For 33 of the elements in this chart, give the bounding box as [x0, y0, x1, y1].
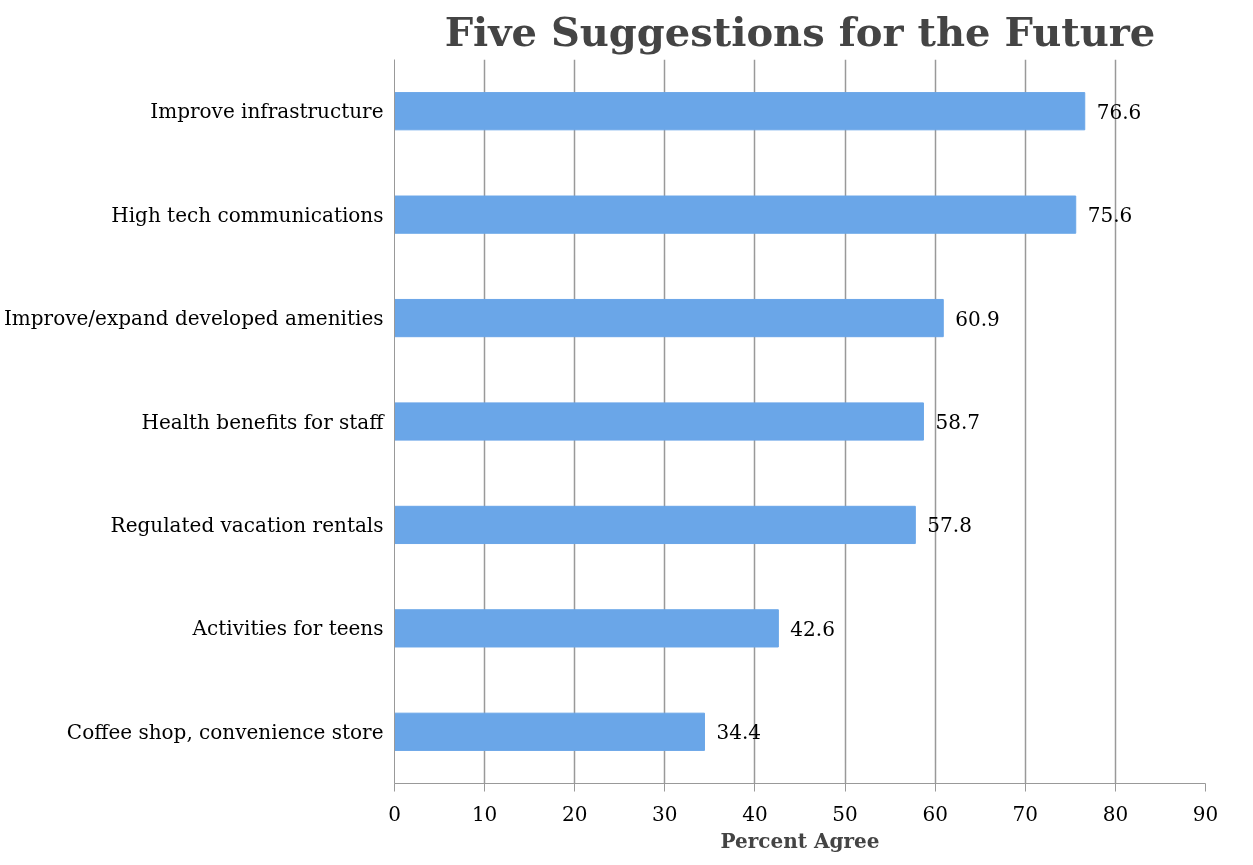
x-tick-label: 50 [832, 801, 858, 826]
x-tick-label: 40 [742, 801, 768, 826]
x-tick-label: 20 [562, 801, 588, 826]
x-tick-label: 80 [1102, 801, 1129, 826]
x-tick-label: 70 [1012, 801, 1039, 826]
data-label: 58.7 [935, 410, 980, 434]
bar [394, 505, 916, 545]
x-tick-label: 90 [1192, 801, 1219, 826]
x-tick-label: 30 [652, 801, 678, 826]
x-axis-title: Percent Agree [720, 828, 880, 853]
bar [394, 402, 924, 441]
data-label: 34.4 [716, 720, 762, 745]
bar [394, 298, 944, 338]
x-tick-label: 10 [471, 801, 498, 826]
data-label: 76.6 [1096, 99, 1142, 124]
chart-title: Five Suggestions for the Future [444, 7, 1156, 55]
x-tick-label: 60 [922, 801, 948, 826]
data-label: 42.6 [790, 616, 835, 641]
y-tick-label: Improve/expand developed amenities [3, 306, 384, 331]
data-label: 57.8 [927, 513, 972, 538]
bar [394, 712, 705, 751]
y-tick-label: Activities for teens [191, 616, 384, 641]
bar [394, 92, 1086, 131]
y-tick-label: Health benefits for staff [141, 409, 386, 434]
y-tick-label: Regulated vacation rentals [110, 512, 384, 537]
data-label: 75.6 [1087, 203, 1133, 228]
y-tick-label: Coffee shop, convenience store [66, 719, 384, 744]
bar [394, 195, 1077, 234]
y-tick-label: High tech communications [111, 202, 384, 227]
bar [394, 609, 779, 648]
y-tick-label: Improve infrastructure [150, 99, 384, 124]
data-label: 60.9 [955, 306, 1000, 331]
x-tick-label: 0 [388, 801, 401, 826]
